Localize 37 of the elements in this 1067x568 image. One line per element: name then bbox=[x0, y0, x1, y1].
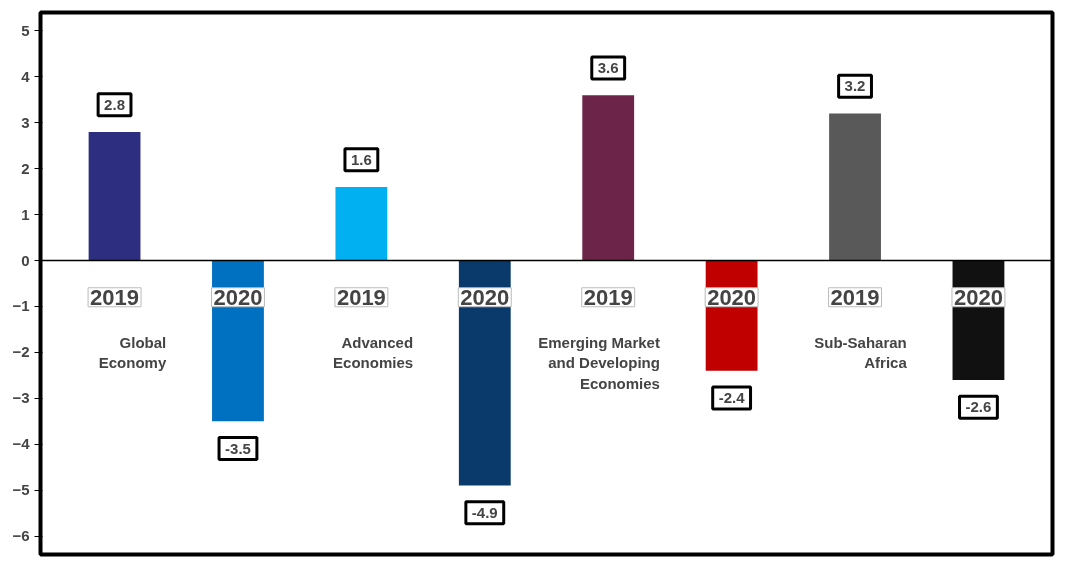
x-tick-label: 2019 bbox=[336, 284, 386, 310]
y-tick-label: 0 bbox=[21, 251, 30, 269]
x-tick-label: 2019 bbox=[90, 284, 140, 310]
y-tick-label: −4 bbox=[12, 435, 31, 453]
annotation: Global Economy bbox=[98, 334, 167, 372]
y-tick-label: 4 bbox=[21, 67, 31, 85]
data-label: 3.2 bbox=[844, 77, 866, 95]
x-tick-label: 2020 bbox=[213, 284, 263, 310]
x-tick-label: 2019 bbox=[583, 284, 633, 310]
x-tick-label: 2020 bbox=[460, 284, 510, 310]
bar bbox=[582, 95, 635, 261]
x-tick-label: 2020 bbox=[953, 284, 1003, 310]
x-tick-label: 2019 bbox=[830, 284, 880, 310]
data-label: -3.5 bbox=[225, 439, 251, 457]
bar bbox=[88, 131, 141, 261]
annotation: Advanced Economies bbox=[333, 334, 414, 372]
y-tick-label: 2 bbox=[21, 159, 30, 177]
y-tick-label: 5 bbox=[21, 21, 30, 39]
annotation: Sub-Saharan Africa bbox=[814, 334, 908, 372]
y-tick-label: −5 bbox=[12, 481, 30, 499]
y-tick-label: −6 bbox=[12, 527, 30, 545]
bar bbox=[829, 113, 881, 261]
annotation: Emerging Market and Developing Economies bbox=[538, 334, 660, 392]
bar bbox=[335, 187, 388, 261]
data-label: 3.6 bbox=[597, 58, 619, 76]
data-label: -2.4 bbox=[718, 389, 746, 407]
x-tick-label: 2020 bbox=[707, 284, 757, 310]
y-tick-label: −2 bbox=[12, 343, 30, 361]
y-tick-label: 3 bbox=[21, 113, 30, 131]
data-label: -2.6 bbox=[965, 398, 992, 416]
bar bbox=[458, 260, 511, 486]
y-tick-label: −3 bbox=[12, 389, 30, 407]
y-tick-label: 1 bbox=[21, 205, 30, 223]
data-label: 1.6 bbox=[350, 150, 372, 168]
data-label: -4.9 bbox=[471, 503, 498, 521]
data-label: 2.8 bbox=[104, 95, 125, 113]
y-tick-label: −1 bbox=[12, 297, 30, 315]
